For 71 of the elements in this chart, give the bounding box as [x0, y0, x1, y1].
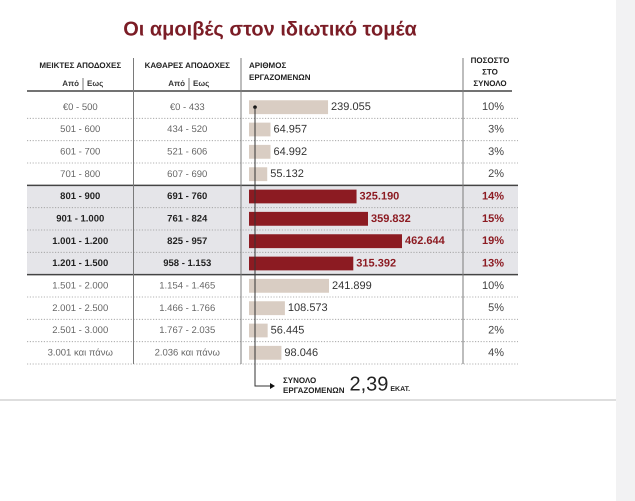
- text: 15%: [482, 212, 504, 225]
- bar: [249, 100, 328, 114]
- bar: [249, 122, 270, 136]
- text: Εως: [87, 79, 104, 88]
- y-tick-label: 1.201 - 1.500: [52, 258, 108, 270]
- data-label: 241.899: [332, 280, 372, 292]
- data-label: 462.644: [405, 235, 446, 248]
- text: 2%: [488, 168, 504, 180]
- x-axis-title: ΑΡΙΘΜΟΣ ΕΡΓΑΖΟΜΕΝΩΝ: [249, 61, 311, 82]
- y2-axis-title: ΚΑΘΑΡΕΣ ΑΠΟΔΟΧΕΣ: [144, 61, 230, 70]
- bar: [249, 190, 357, 204]
- text: ΠΟΣΟΣΤΟ ΣΤΟ ΣΥΝΟΛΟ: [470, 56, 510, 88]
- text: 19%: [482, 235, 504, 248]
- data-label: 64.992: [273, 146, 308, 158]
- y-tick-label: €0 - 500: [62, 102, 98, 113]
- data-label: 239.055: [331, 101, 371, 114]
- annotation: ΣΥΝΟΛΟ ΕΡΓΑΖΟΜΕΝΩΝ: [283, 376, 345, 396]
- bar: [249, 301, 285, 316]
- bar: [249, 324, 268, 338]
- text: 5%: [488, 302, 504, 314]
- text: 3%: [488, 146, 504, 158]
- y-tick-label: 601 - 700: [60, 146, 100, 158]
- bar: [249, 167, 268, 182]
- y-tick-label: 2.001 - 2.500: [52, 302, 108, 314]
- bar: [249, 346, 282, 360]
- y2-tick-label: 1.466 - 1.766: [159, 302, 216, 314]
- bar: [249, 256, 354, 270]
- y-tick-label: 1.001 - 1.200: [52, 236, 108, 247]
- y2-tick-label: 2.036 και πάνω: [154, 347, 221, 358]
- text: 14%: [482, 190, 504, 203]
- data-label: 55.132: [270, 168, 304, 180]
- y-tick-label: 701 - 800: [60, 168, 100, 180]
- y2-tick-label: 825 - 957: [167, 236, 208, 247]
- y-tick-label: 801 - 900: [60, 191, 100, 202]
- data-label: 315.392: [356, 258, 396, 270]
- y2-tick-label: 434 - 520: [167, 124, 208, 136]
- y-axis-title: ΜΕΙΚΤΕΣ ΑΠΟΔΟΧΕΣ: [39, 61, 122, 70]
- bar: [249, 234, 402, 248]
- y-tick-label: 3.001 και πάνω: [48, 347, 114, 358]
- text: 10%: [482, 280, 504, 292]
- bar: [249, 144, 270, 159]
- text: 3%: [488, 124, 504, 136]
- text: 4%: [488, 346, 504, 359]
- text: Εως: [193, 79, 210, 88]
- y-tick-label: 901 - 1.000: [56, 213, 104, 224]
- data-label: 56.445: [270, 324, 304, 337]
- y-tick-label: 501 - 600: [60, 124, 100, 136]
- y2-tick-label: 521 - 606: [167, 146, 208, 158]
- y2-tick-label: 691 - 760: [167, 191, 208, 202]
- annotation: 2,39: [349, 374, 388, 396]
- y2-tick-label: 1.767 - 2.035: [159, 325, 216, 336]
- y-tick-label: 2.501 - 3.000: [52, 325, 108, 336]
- y2-tick-label: 958 - 1.153: [163, 258, 212, 270]
- chart-title: Οι αμοιβές στον ιδιωτικό τομέα: [123, 18, 418, 41]
- bar: [249, 278, 329, 293]
- text: 13%: [482, 258, 504, 270]
- data-label: 108.573: [288, 302, 328, 314]
- text: 10%: [482, 101, 504, 114]
- y2-tick-label: 761 - 824: [167, 213, 208, 224]
- bar: [249, 212, 368, 226]
- y-tick-label: 1.501 - 2.000: [52, 280, 108, 292]
- text: Από: [168, 79, 186, 88]
- text: 2%: [488, 324, 504, 337]
- text: Από: [62, 79, 80, 88]
- data-label: 359.832: [371, 212, 411, 225]
- y2-tick-label: 1.154 - 1.465: [159, 280, 216, 292]
- y2-tick-label: €0 - 433: [170, 102, 205, 113]
- data-label: 64.957: [273, 124, 308, 136]
- y2-tick-label: 607 - 690: [167, 168, 208, 180]
- data-label: 98.046: [284, 346, 318, 359]
- data-label: 325.190: [360, 190, 400, 203]
